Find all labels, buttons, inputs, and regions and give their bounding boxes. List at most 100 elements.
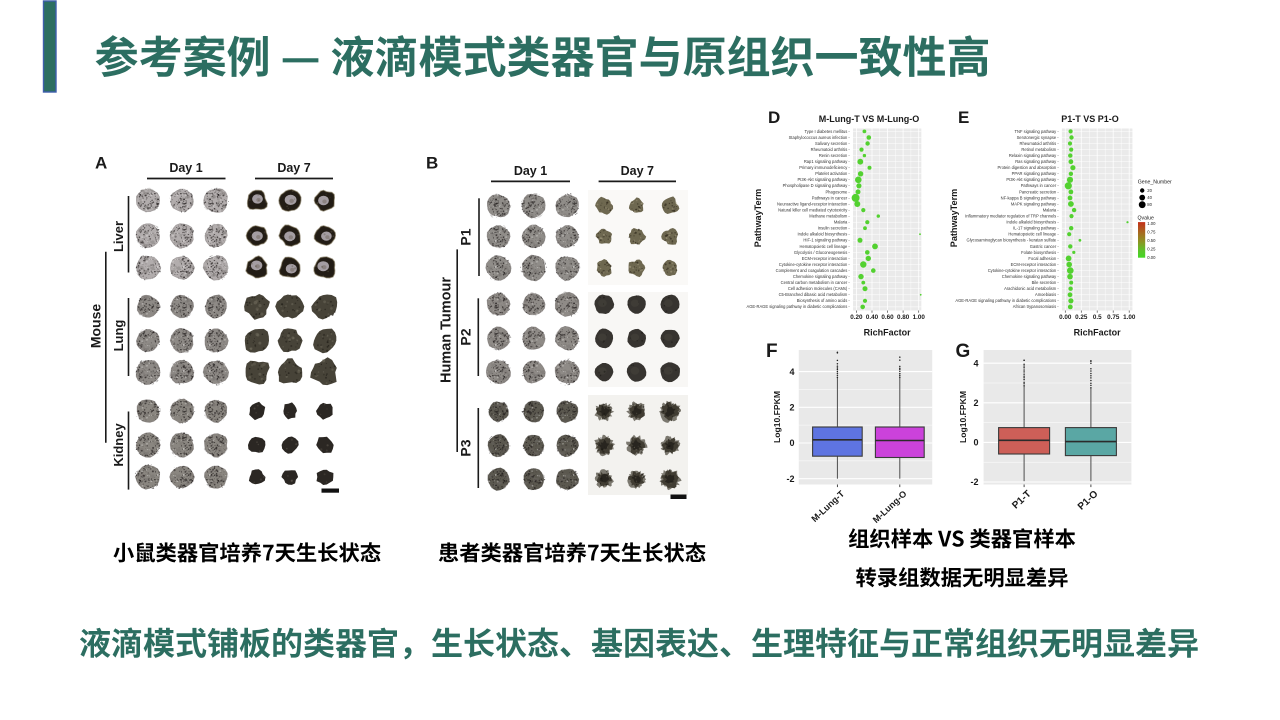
svg-text:F: F (766, 341, 778, 362)
svg-text:40: 40 (1147, 195, 1152, 200)
svg-text:0.5: 0.5 (1093, 314, 1102, 321)
svg-text:M-Lung-T: M-Lung-T (809, 488, 846, 524)
svg-text:Folate biosynthesis -: Folate biosynthesis - (1021, 250, 1059, 255)
svg-text:Cytokine-cytokine receptor int: Cytokine-cytokine receptor interaction - (988, 268, 1060, 273)
svg-text:Glycolysis / Gluconeogenesis -: Glycolysis / Gluconeogenesis - (794, 250, 851, 255)
svg-text:B: B (426, 154, 438, 173)
svg-text:Central carbon metabolism in c: Central carbon metabolism in cancer - (781, 280, 851, 285)
svg-text:Lung: Lung (111, 320, 126, 352)
svg-text:Biosynthesis of amino acids -: Biosynthesis of amino acids - (797, 298, 851, 303)
svg-text:RichFactor: RichFactor (1074, 327, 1122, 337)
svg-text:Chemokine signaling pathway -: Chemokine signaling pathway - (793, 274, 851, 279)
svg-text:P1: P1 (458, 228, 474, 245)
svg-text:Chemokine signaling pathway -: Chemokine signaling pathway - (1002, 274, 1060, 279)
svg-text:P2: P2 (458, 328, 474, 345)
svg-text:Day 1: Day 1 (514, 164, 547, 178)
svg-text:Natural killer cell mediated c: Natural killer cell mediated cytotoxicit… (778, 208, 850, 213)
svg-text:NF-kappa B signaling pathway -: NF-kappa B signaling pathway - (1001, 195, 1060, 200)
svg-text:Rap1 signaling pathway -: Rap1 signaling pathway - (804, 159, 851, 164)
svg-text:M-Lung-T VS M-Lung-O: M-Lung-T VS M-Lung-O (819, 114, 919, 124)
svg-text:D: D (768, 108, 780, 127)
svg-text:Type I diabetes mellitus -: Type I diabetes mellitus - (805, 129, 851, 134)
svg-text:Liver: Liver (111, 221, 126, 252)
svg-text:0.75: 0.75 (1107, 314, 1120, 321)
svg-text:M-Lung-O: M-Lung-O (871, 489, 909, 525)
svg-text:80: 80 (1147, 202, 1152, 207)
svg-text:Day 1: Day 1 (169, 161, 202, 175)
svg-text:PPAR signaling pathway -: PPAR signaling pathway - (1012, 171, 1060, 176)
svg-text:0.80: 0.80 (897, 314, 910, 321)
svg-text:Focal adhesion -: Focal adhesion - (1028, 256, 1059, 261)
svg-text:TNF signaling pathway -: TNF signaling pathway - (1015, 129, 1060, 134)
svg-text:Pathways in cancer -: Pathways in cancer - (812, 195, 851, 200)
svg-text:-2: -2 (786, 474, 794, 484)
svg-text:0.20: 0.20 (850, 314, 863, 321)
svg-text:Hematopoietic cell lineage -: Hematopoietic cell lineage - (1008, 232, 1059, 237)
svg-text:Inflammatory mediator regulati: Inflammatory mediator regulation of TRP … (965, 214, 1059, 219)
svg-text:1.00: 1.00 (913, 314, 926, 321)
svg-text:ECM-receptor interaction -: ECM-receptor interaction - (802, 256, 851, 261)
svg-text:Renin secretion -: Renin secretion - (819, 153, 851, 158)
svg-text:0.75: 0.75 (1147, 230, 1156, 235)
svg-text:Primary immunodeficiency -: Primary immunodeficiency - (799, 165, 850, 170)
svg-text:Relaxin signaling pathway -: Relaxin signaling pathway - (1009, 153, 1059, 158)
svg-text:Arachidonic acid metabolism -: Arachidonic acid metabolism - (1004, 286, 1059, 291)
svg-text:Glycosaminoglycan biosynthesis: Glycosaminoglycan biosynthesis - keratan… (967, 238, 1060, 243)
svg-text:20: 20 (1147, 188, 1152, 193)
svg-text:Bile secretion -: Bile secretion - (1032, 280, 1060, 285)
svg-text:Pathways in cancer -: Pathways in cancer - (1021, 183, 1060, 188)
svg-text:0.25: 0.25 (1147, 247, 1156, 252)
svg-text:P1-T VS P1-O: P1-T VS P1-O (1061, 114, 1119, 124)
svg-text:Phagosome -: Phagosome - (825, 189, 850, 194)
svg-text:1.00: 1.00 (1123, 314, 1136, 321)
svg-text:2: 2 (789, 403, 794, 413)
svg-text:P1-O: P1-O (1076, 489, 1101, 513)
svg-text:Qvalue: Qvalue (1138, 216, 1155, 222)
svg-text:0.00: 0.00 (1059, 314, 1072, 321)
svg-text:1.00: 1.00 (1147, 221, 1156, 226)
svg-text:Gene_Number: Gene_Number (1138, 180, 1172, 186)
svg-text:Day 7: Day 7 (277, 161, 310, 175)
svg-text:IL-17 signaling pathway -: IL-17 signaling pathway - (1013, 226, 1059, 231)
svg-text:Methane metabolism -: Methane metabolism - (809, 214, 850, 219)
svg-text:0: 0 (973, 438, 978, 448)
svg-text:Day 7: Day 7 (621, 164, 654, 178)
svg-text:MAPK signaling pathway -: MAPK signaling pathway - (1011, 201, 1059, 206)
svg-text:Rheumatoid arthritis -: Rheumatoid arthritis - (1020, 141, 1060, 146)
svg-text:0.50: 0.50 (1147, 238, 1156, 243)
svg-text:Log10.FPKM: Log10.FPKM (772, 391, 782, 443)
svg-text:E: E (958, 108, 969, 127)
svg-text:Staphylococcus aureus infectio: Staphylococcus aureus infection - (789, 135, 851, 140)
svg-text:Malaria -: Malaria - (834, 220, 851, 225)
svg-text:Cytokine-cytokine receptor int: Cytokine-cytokine receptor interaction - (779, 262, 851, 267)
svg-text:Indole alkaloid biosynthesis -: Indole alkaloid biosynthesis - (1006, 220, 1059, 225)
svg-text:0.25: 0.25 (1075, 314, 1088, 321)
svg-text:Ras signaling pathway -: Ras signaling pathway - (1015, 159, 1059, 164)
svg-text:0: 0 (789, 438, 794, 448)
svg-text:G: G (956, 341, 971, 362)
svg-text:Protein digestion and absorpti: Protein digestion and absorption - (997, 165, 1059, 170)
svg-text:0.00: 0.00 (1147, 255, 1156, 260)
svg-text:Amoebiasis -: Amoebiasis - (1035, 292, 1059, 297)
svg-text:HIF-1 signaling pathway -: HIF-1 signaling pathway - (803, 238, 850, 243)
svg-text:ECM-receptor interaction -: ECM-receptor interaction - (1011, 262, 1060, 267)
svg-text:PathwayTerm: PathwayTerm (949, 189, 959, 247)
svg-text:Kidney: Kidney (111, 423, 126, 467)
svg-text:Indole alkaloid biosynthesis -: Indole alkaloid biosynthesis - (797, 232, 850, 237)
svg-text:PI3K-Akt signaling pathway -: PI3K-Akt signaling pathway - (1006, 177, 1059, 182)
svg-text:Human Tumour: Human Tumour (439, 277, 455, 383)
svg-text:Malaria -: Malaria - (1043, 208, 1060, 213)
svg-text:0.40: 0.40 (866, 314, 879, 321)
svg-text:RichFactor: RichFactor (864, 327, 912, 337)
svg-text:AGE-RAGE signaling pathway in: AGE-RAGE signaling pathway in diabetic c… (955, 298, 1059, 303)
svg-text:A: A (95, 154, 107, 173)
svg-text:Pancreatic secretion -: Pancreatic secretion - (1019, 189, 1059, 194)
svg-text:Salivary secretion -: Salivary secretion - (815, 141, 850, 146)
svg-text:Mouse: Mouse (88, 304, 104, 349)
svg-text:Serotonergic synapse -: Serotonergic synapse - (1017, 135, 1060, 140)
svg-text:Cell adhesion molecules (CAMs): Cell adhesion molecules (CAMs) - (788, 286, 851, 291)
svg-text:Gastric cancer -: Gastric cancer - (1030, 244, 1060, 249)
svg-text:P1-T: P1-T (1010, 489, 1033, 512)
svg-text:Complement and coagulation cas: Complement and coagulation cascades - (776, 268, 851, 273)
svg-text:4: 4 (789, 367, 794, 377)
